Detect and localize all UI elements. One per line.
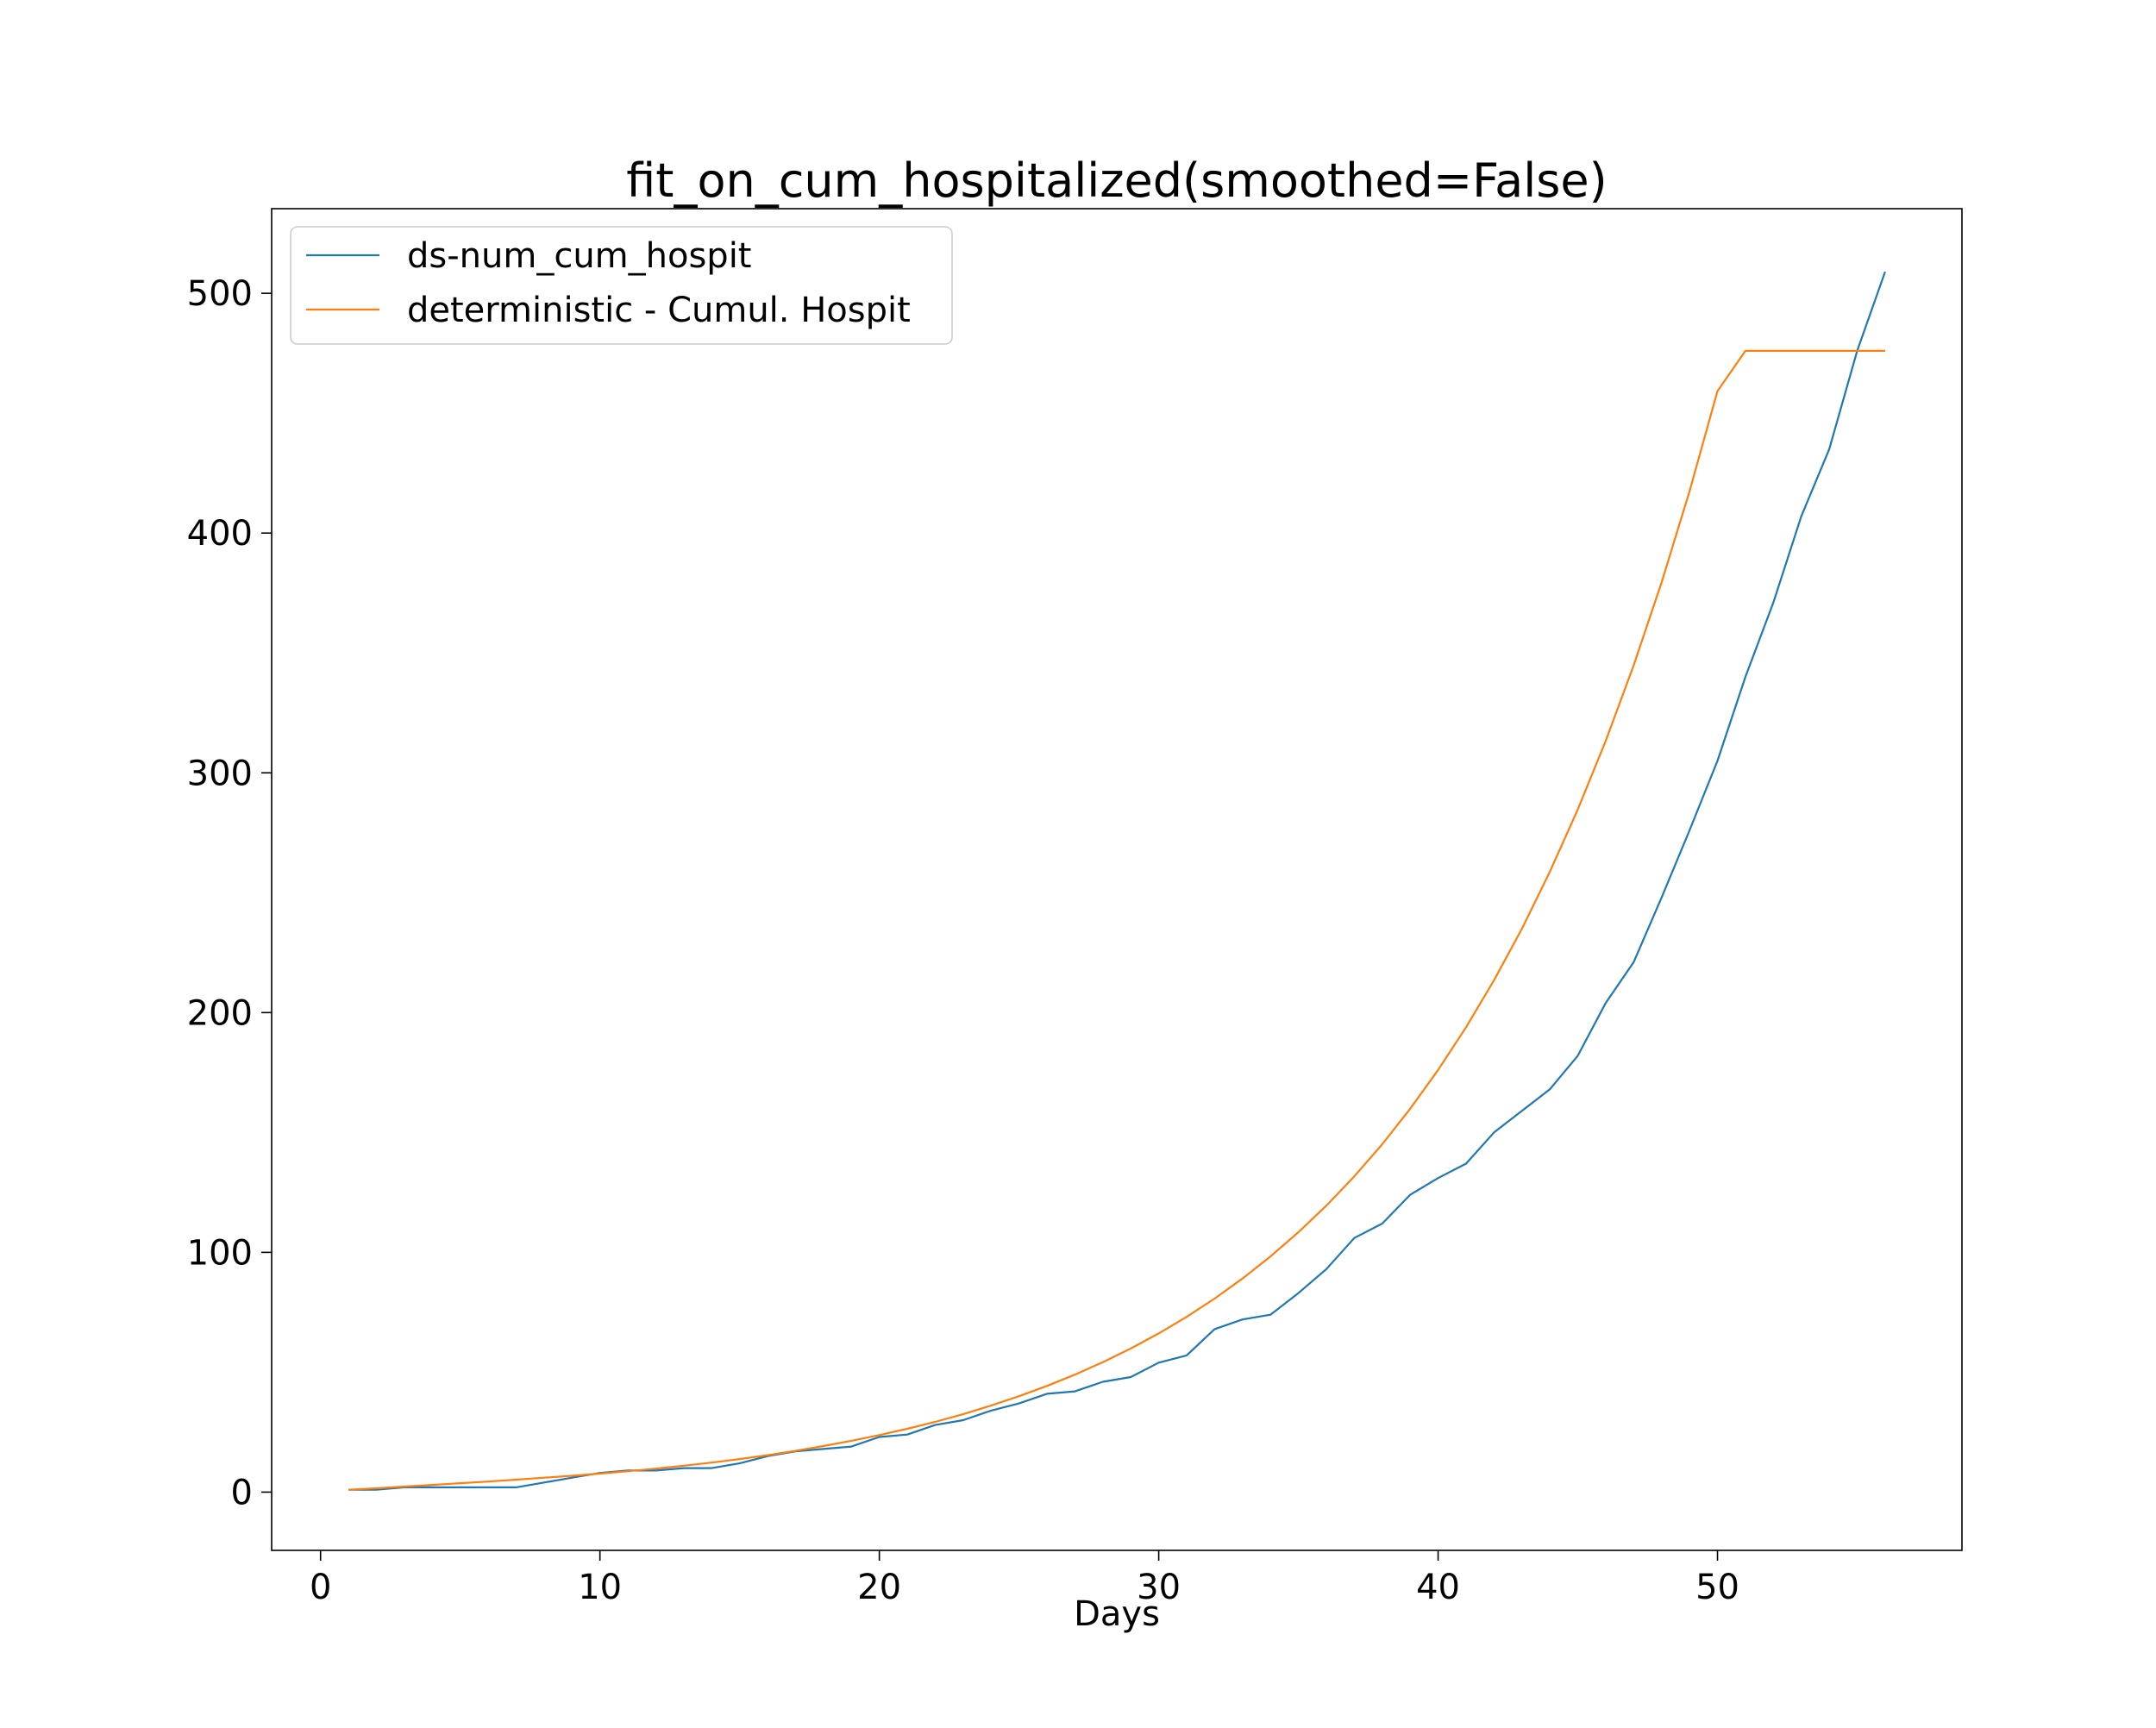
y-tick-label: 400 (187, 514, 253, 554)
y-axis: 0 100 200 300 400 500 (187, 274, 272, 1512)
x-tick-label: 50 (1695, 1568, 1739, 1607)
y-tick-label: 100 (187, 1233, 253, 1273)
y-tick-label: 0 (231, 1473, 253, 1512)
legend-box (290, 226, 953, 345)
plot-area (348, 271, 1886, 1491)
legend: ds-num_cum_hospit deterministic - Cumul.… (290, 226, 953, 345)
y-tick-label: 300 (187, 754, 253, 793)
x-axis: 0 10 20 30 40 50 (310, 1550, 1739, 1607)
x-tick-label: 20 (857, 1568, 901, 1607)
x-tick-label: 0 (310, 1568, 331, 1607)
y-tick-label: 500 (187, 274, 253, 314)
axes-frame (271, 208, 1963, 1551)
x-axis-label: Days (1074, 1594, 1160, 1634)
chart-title: fit_on_cum_hospitalized(smoothed=False) (626, 153, 1607, 208)
series-line-deterministic-cumul-hospit (348, 349, 1885, 1491)
x-tick-label: 40 (1416, 1568, 1460, 1607)
legend-label-ds-num-cum-hospit: ds-num_cum_hospit (407, 236, 752, 276)
y-tick-label: 200 (187, 993, 253, 1033)
legend-label-deterministic: deterministic - Cumul. Hospit (407, 291, 911, 330)
x-tick-label: 10 (578, 1568, 622, 1607)
x-tick-label: 30 (1137, 1568, 1181, 1607)
